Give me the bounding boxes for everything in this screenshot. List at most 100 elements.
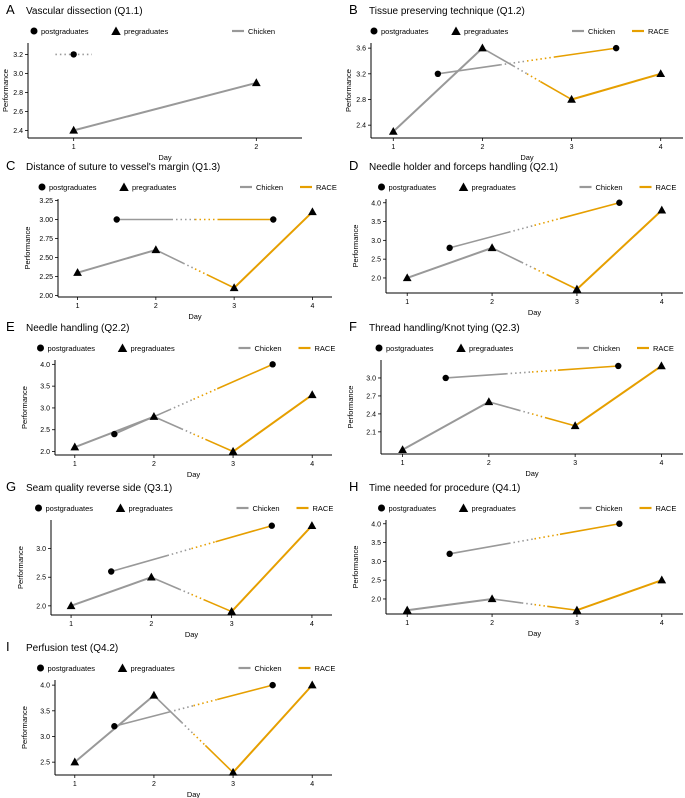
- y-tick-label: 3.2: [356, 71, 366, 78]
- series-postgraduates: [437, 47, 617, 75]
- data-point-postgraduates: [269, 361, 276, 368]
- data-point-pregraduates: [69, 125, 79, 134]
- series-line-segment: [233, 211, 314, 289]
- x-axis-label: Day: [188, 312, 202, 321]
- data-point-postgraduates: [269, 681, 276, 689]
- legend-label-chicken: Chicken: [596, 504, 623, 513]
- series-line-segment: [521, 602, 535, 606]
- legend-label-pregraduates: pregraduates: [472, 183, 516, 192]
- panel-b: B Tissue preserving technique (Q1.2) postg…: [344, 2, 683, 162]
- panel-f: F Thread handling/Knot tying (Q2.3) postgr…: [346, 319, 683, 478]
- x-tick-label: 4: [660, 299, 664, 306]
- series-postgraduates: [449, 522, 620, 555]
- series-line-segment: [513, 65, 528, 75]
- legend-circle-marker: [37, 664, 44, 672]
- data-point-pregraduates: [227, 606, 237, 615]
- panel-g: G Seam quality reverse side (Q3.1) postgra…: [6, 479, 333, 639]
- legend-triangle-marker: [117, 343, 128, 352]
- y-tick-label: 2.4: [356, 123, 366, 130]
- legend-circle-marker: [30, 27, 38, 35]
- data-point-pregraduates: [307, 521, 317, 529]
- series-line-segment: [110, 554, 168, 573]
- legend: postgraduates pregraduates Chicken RACE: [37, 663, 336, 673]
- data-point-pregraduates: [402, 605, 412, 614]
- series-line-segment: [553, 47, 617, 58]
- y-tick-label: 3.0: [40, 405, 50, 412]
- legend-label-chicken: Chicken: [588, 27, 615, 36]
- y-tick-label: 2.7: [366, 393, 376, 400]
- series-pregraduates: [73, 81, 257, 132]
- legend: postgraduates pregraduates Chicken RACE: [35, 503, 333, 513]
- y-tick-label: 3.5: [371, 540, 381, 547]
- y-tick-label: 2.00: [39, 293, 53, 300]
- panel-title: Time needed for procedure (Q4.1): [369, 483, 520, 494]
- legend-label-postgraduates: postgraduates: [46, 504, 94, 513]
- legend-label-pregraduates: pregraduates: [464, 27, 508, 36]
- panel-letter: E: [6, 319, 15, 334]
- x-tick-label: 1: [73, 461, 77, 468]
- y-tick-label: 2.0: [40, 449, 50, 456]
- panel-letter: H: [349, 479, 358, 494]
- y-tick-label: 3.00: [39, 217, 53, 224]
- legend-label-race: RACE: [315, 664, 336, 673]
- series-line-segment: [449, 542, 510, 555]
- series-line-segment: [576, 579, 663, 612]
- series-postgraduates: [114, 363, 273, 435]
- legend-triangle-marker: [115, 503, 126, 512]
- data-point-pregraduates: [307, 390, 317, 399]
- data-point-pregraduates: [570, 421, 580, 430]
- legend-circle-marker: [378, 183, 385, 191]
- legend-circle-marker: [37, 344, 44, 352]
- data-point-pregraduates: [151, 245, 161, 254]
- data-point-postgraduates: [446, 244, 453, 252]
- series-line-segment: [559, 522, 620, 536]
- data-point-pregraduates: [251, 78, 261, 87]
- series-postgraduates: [449, 201, 620, 249]
- series-line-segment: [153, 694, 183, 723]
- y-tick-label: 4.0: [40, 362, 50, 369]
- y-tick-label: 2.0: [371, 596, 381, 603]
- legend: postgraduates pregraduates Chicken RACE: [37, 343, 335, 353]
- data-point-pregraduates: [149, 690, 159, 699]
- x-tick-label: 4: [659, 144, 663, 151]
- panel-title: Tissue preserving technique (Q1.2): [369, 6, 525, 17]
- series-line-segment: [167, 547, 192, 557]
- y-tick-label: 2.4: [366, 411, 376, 418]
- panel-letter: G: [6, 479, 16, 494]
- data-point-pregraduates: [229, 283, 239, 292]
- y-tick-label: 2.8: [356, 97, 366, 104]
- legend-label-race: RACE: [316, 183, 337, 192]
- y-tick-label: 2.6: [13, 109, 23, 116]
- x-tick-label: 2: [480, 144, 484, 151]
- legend-label-race: RACE: [648, 27, 669, 36]
- y-axis-label: Performance: [16, 546, 25, 589]
- series-line-segment: [194, 268, 208, 276]
- legend-label-postgraduates: postgraduates: [41, 27, 89, 36]
- legend-label-chicken: Chicken: [596, 183, 623, 192]
- legend-label-postgraduates: postgraduates: [48, 664, 96, 673]
- y-tick-label: 3.5: [371, 219, 381, 226]
- legend-label-postgraduates: postgraduates: [48, 344, 96, 353]
- series-line-segment: [574, 365, 662, 427]
- series-line-segment: [488, 401, 520, 412]
- panel-title: Distance of suture to vessel's margin (Q…: [26, 162, 220, 173]
- legend: postgraduates pregraduates Chicken RACE: [370, 26, 669, 36]
- series-line-segment: [169, 398, 194, 411]
- y-tick-label: 2.8: [13, 90, 23, 97]
- legend-triangle-marker: [458, 182, 469, 191]
- x-tick-label: 1: [401, 460, 405, 467]
- series-line-segment: [392, 47, 484, 133]
- series-line-segment: [508, 224, 535, 233]
- y-tick-label: 2.4: [13, 128, 23, 135]
- legend-label-chicken: Chicken: [248, 27, 275, 36]
- legend-label-pregraduates: pregraduates: [132, 183, 176, 192]
- series-line-segment: [518, 409, 533, 415]
- data-point-postgraduates: [270, 216, 277, 223]
- x-tick-label: 3: [231, 781, 235, 788]
- data-point-pregraduates: [572, 605, 582, 614]
- series-line-segment: [546, 274, 578, 290]
- panel-a: A Vascular dissection (Q1.1) postgraduates…: [1, 2, 302, 162]
- data-point-pregraduates: [66, 601, 76, 610]
- data-point-pregraduates: [657, 205, 667, 214]
- series-line-segment: [192, 733, 206, 747]
